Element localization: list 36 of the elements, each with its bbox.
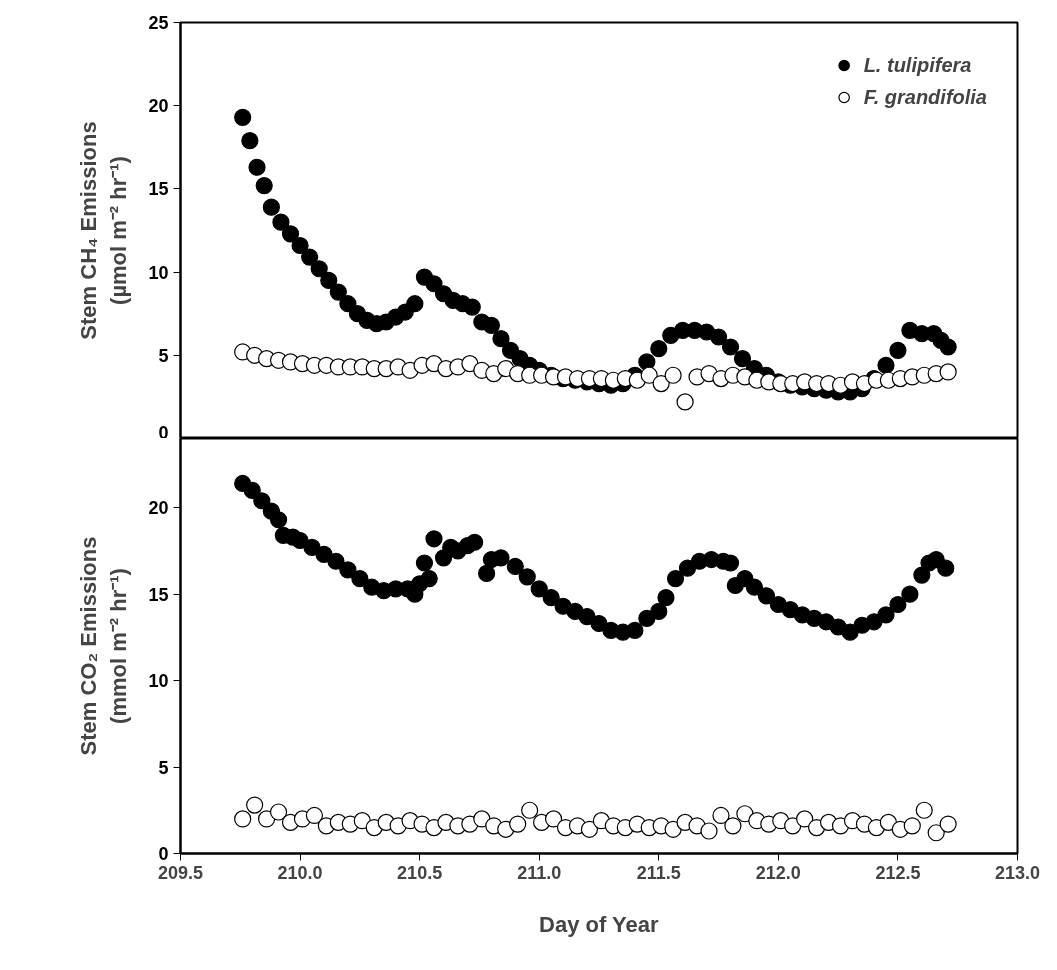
y-tick-label: 25 xyxy=(148,13,169,33)
x-tick-label: 212.0 xyxy=(755,862,801,883)
point xyxy=(640,366,658,384)
legend-label: F. grandifolia xyxy=(863,85,987,109)
point xyxy=(700,822,718,840)
x-axis-title: Day of Year xyxy=(539,911,659,937)
x-tick-label: 210.0 xyxy=(277,862,323,883)
legend-label: L. tulipifera xyxy=(863,53,972,77)
y-tick-label: 0 xyxy=(158,422,169,443)
y-tick-label: 20 xyxy=(148,498,169,519)
point xyxy=(676,393,694,411)
y-tick-label: 10 xyxy=(148,671,169,692)
point xyxy=(580,820,599,838)
y-tick-label: 15 xyxy=(148,584,169,605)
point xyxy=(939,363,957,381)
x-tick-label: 209.5 xyxy=(157,862,204,883)
y-axis-title: Stem CO₂ Emissions (mmol m⁻² hr⁻¹) xyxy=(76,536,132,756)
point xyxy=(509,815,527,833)
point xyxy=(234,810,252,828)
point xyxy=(939,815,957,833)
y-tick-label: 10 xyxy=(148,262,169,283)
x-tick-label: 212.5 xyxy=(875,862,921,883)
y-tick-label: 5 xyxy=(158,345,169,366)
point xyxy=(246,796,264,814)
point xyxy=(903,817,921,835)
point xyxy=(544,810,563,828)
y-tick-label: 20 xyxy=(148,96,169,117)
y-axis-title: Stem CH₄ Emissions (µmol m⁻² hr⁻¹) xyxy=(76,121,132,340)
x-tick-label: 211.5 xyxy=(636,862,681,883)
y-tick-label: 15 xyxy=(148,179,169,200)
y-tick-label: 0 xyxy=(158,844,169,864)
x-tick-label: 211.0 xyxy=(517,862,562,883)
x-tick-label: 210.5 xyxy=(397,862,443,883)
y-tick-label: 5 xyxy=(158,757,169,778)
point xyxy=(305,806,324,825)
x-tick-label: 213.0 xyxy=(994,862,1041,883)
